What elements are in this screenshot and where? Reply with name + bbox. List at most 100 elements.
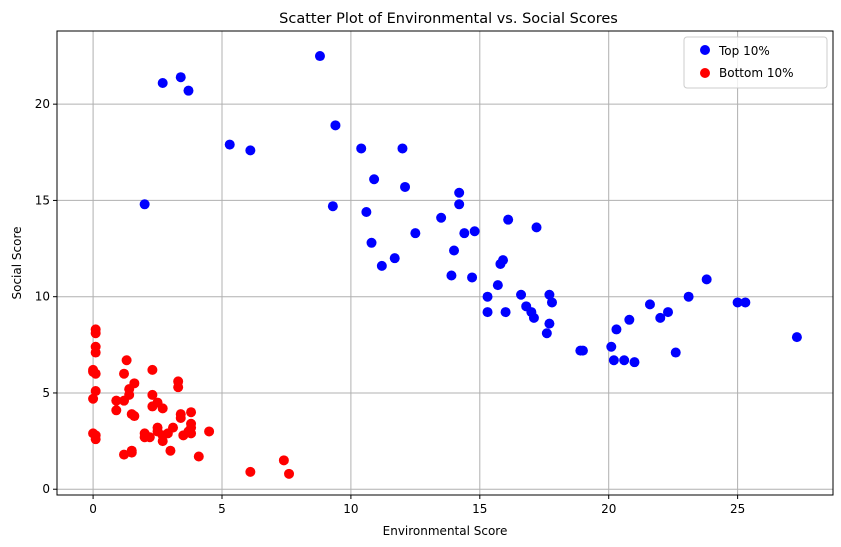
- data-point: [356, 143, 367, 154]
- data-point: [369, 174, 380, 185]
- data-point: [446, 270, 457, 281]
- data-point: [469, 226, 480, 237]
- chart-title: Scatter Plot of Environmental vs. Social…: [279, 11, 618, 27]
- data-point: [330, 120, 341, 131]
- y-tick-label: 10: [35, 290, 50, 304]
- data-point: [168, 422, 179, 433]
- data-point: [165, 445, 176, 456]
- data-point: [482, 291, 493, 302]
- data-point: [376, 260, 387, 271]
- data-point: [119, 449, 130, 460]
- plot-area-frame: [56, 30, 834, 496]
- data-point: [147, 364, 158, 375]
- data-point: [663, 307, 674, 318]
- data-point: [245, 145, 256, 156]
- y-tick-label: 15: [35, 193, 50, 207]
- data-point: [740, 297, 751, 308]
- data-point: [528, 312, 539, 323]
- data-point: [366, 237, 377, 248]
- data-point: [410, 228, 421, 239]
- data-point: [516, 289, 527, 300]
- legend-label-top-10: Top 10%: [718, 44, 770, 58]
- data-point: [88, 366, 99, 377]
- data-point: [670, 347, 681, 358]
- data-point: [498, 255, 509, 266]
- data-points: [88, 51, 802, 479]
- data-point: [467, 272, 478, 283]
- data-point: [683, 291, 694, 302]
- x-tick-label: 0: [89, 502, 97, 516]
- data-point: [531, 222, 542, 233]
- series-top-10: [139, 51, 802, 368]
- data-point: [454, 187, 465, 198]
- data-point: [175, 72, 186, 83]
- x-tick-label: 5: [218, 502, 226, 516]
- data-point: [90, 328, 101, 339]
- data-point: [449, 245, 460, 256]
- data-point: [278, 455, 289, 466]
- data-point: [224, 139, 235, 150]
- data-point: [361, 206, 372, 217]
- data-point: [701, 274, 712, 285]
- legend-label-bottom-10: Bottom 10%: [719, 66, 794, 80]
- axis-ticks: 0 5 10 15 20 25 0 5 10 15 20: [35, 97, 746, 516]
- data-point: [327, 201, 338, 212]
- data-point: [436, 212, 447, 223]
- data-point: [175, 412, 186, 423]
- data-point: [284, 468, 295, 479]
- data-point: [111, 405, 122, 416]
- data-point: [503, 214, 514, 225]
- data-point: [400, 181, 411, 192]
- data-point: [459, 228, 470, 239]
- data-point: [139, 199, 150, 210]
- data-point: [173, 382, 184, 393]
- y-tick-label: 0: [42, 482, 50, 496]
- data-point: [629, 357, 640, 368]
- data-point: [397, 143, 408, 154]
- x-axis-label: Environmental Score: [383, 524, 508, 538]
- data-point: [606, 341, 617, 352]
- data-point: [608, 355, 619, 366]
- data-point: [204, 426, 215, 437]
- data-point: [186, 407, 197, 418]
- data-point: [500, 307, 511, 318]
- data-point: [732, 297, 743, 308]
- data-point: [183, 85, 194, 96]
- x-tick-label: 20: [601, 502, 616, 516]
- data-point: [157, 77, 168, 88]
- legend-marker-bottom-10: [700, 68, 710, 78]
- legend-box: [683, 36, 828, 89]
- data-point: [482, 307, 493, 318]
- data-point: [544, 318, 555, 329]
- data-point: [624, 314, 635, 325]
- data-point: [90, 434, 101, 445]
- data-point: [389, 253, 400, 264]
- data-point: [492, 280, 503, 291]
- data-point: [314, 51, 325, 62]
- legend-marker-top-10: [700, 45, 710, 55]
- series-bottom-10: [88, 324, 295, 479]
- data-point: [611, 324, 622, 335]
- grid-lines: [57, 31, 833, 495]
- y-axis-label: Social Score: [10, 226, 24, 299]
- y-tick-label: 5: [42, 386, 50, 400]
- data-point: [619, 355, 630, 366]
- data-point: [90, 386, 101, 397]
- data-point: [119, 368, 130, 379]
- data-point: [147, 389, 158, 400]
- x-tick-label: 10: [343, 502, 358, 516]
- data-point: [245, 466, 256, 477]
- data-point: [90, 347, 101, 358]
- x-tick-label: 25: [730, 502, 745, 516]
- data-point: [129, 378, 140, 389]
- data-point: [111, 395, 122, 406]
- data-point: [544, 289, 555, 300]
- data-point: [126, 445, 137, 456]
- data-point: [121, 355, 132, 366]
- data-point: [144, 432, 155, 443]
- x-tick-label: 15: [472, 502, 487, 516]
- data-point: [454, 199, 465, 210]
- y-tick-label: 20: [35, 97, 50, 111]
